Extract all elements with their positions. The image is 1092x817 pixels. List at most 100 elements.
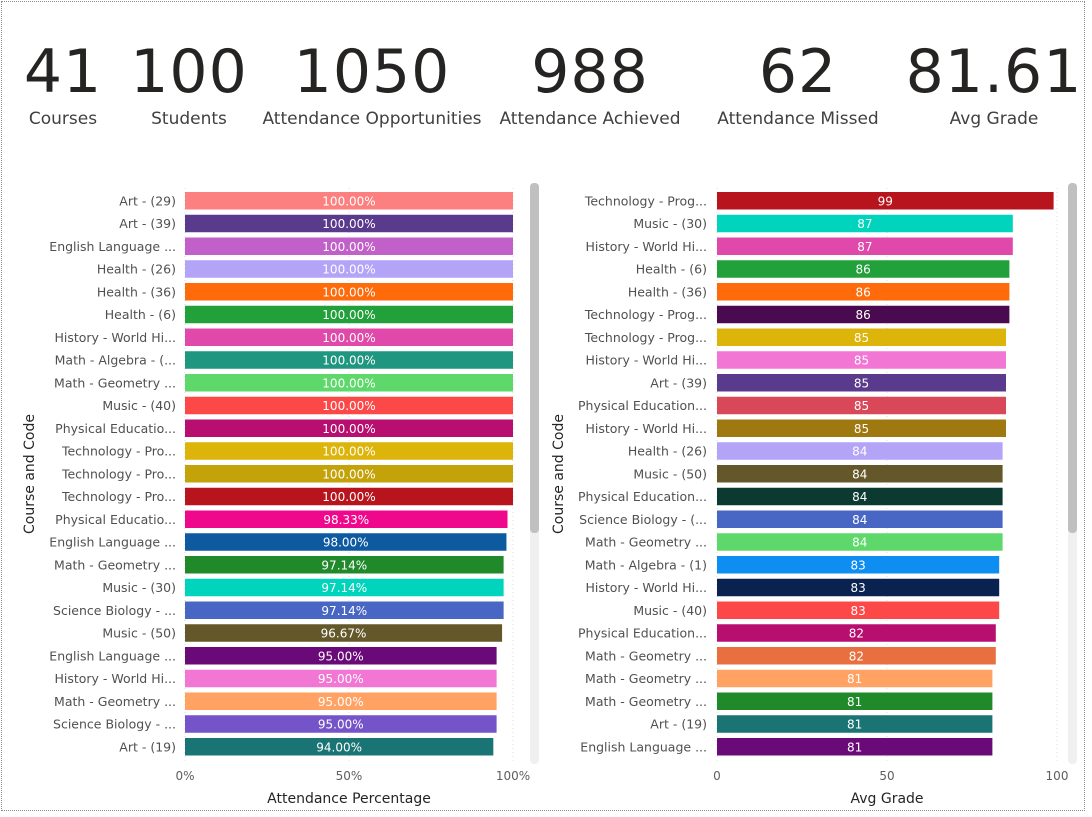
bar-value-label: 97.14% — [321, 604, 367, 618]
bar-value-label: 100.00% — [322, 445, 375, 459]
bar[interactable] — [185, 374, 513, 392]
category-label: Technology - Pro... — [61, 466, 176, 481]
bar[interactable] — [717, 647, 996, 665]
category-label: Art - (39) — [650, 375, 707, 390]
bar[interactable] — [717, 237, 1013, 256]
bar[interactable] — [185, 192, 513, 210]
bar[interactable] — [717, 214, 1013, 233]
kpi-value: 1050 — [293, 37, 451, 107]
bar[interactable] — [185, 624, 503, 642]
bar[interactable] — [185, 465, 513, 483]
kpi-courses[interactable]: 41 Courses — [0, 38, 173, 130]
bar[interactable] — [717, 578, 1000, 597]
bar[interactable] — [185, 578, 504, 597]
kpi-avg-grade[interactable]: 81.61 Avg Grade — [884, 38, 1092, 130]
bar[interactable] — [185, 351, 513, 369]
bar[interactable] — [185, 738, 494, 756]
bar[interactable] — [185, 556, 504, 574]
category-label: Music - (30) — [102, 580, 176, 595]
category-label: Health - (26) — [97, 262, 176, 277]
bar-value-label: 84 — [852, 467, 867, 481]
category-label: Health - (36) — [97, 284, 176, 299]
bar[interactable] — [717, 487, 1003, 506]
bar-value-label: 84 — [852, 536, 867, 550]
bar[interactable] — [717, 192, 1054, 210]
bar-value-label: 84 — [852, 490, 867, 504]
bar[interactable] — [185, 214, 513, 233]
category-label: Technology - Prog... — [584, 307, 707, 322]
bar[interactable] — [717, 738, 993, 756]
kpi-students[interactable]: 100 Students — [79, 38, 299, 130]
kpi-value: 41 — [23, 37, 103, 107]
bar[interactable] — [185, 669, 497, 688]
category-label: Physical Education... — [578, 489, 707, 504]
category-label: Math - Geometry ... — [54, 694, 176, 709]
category-label: Technology - Pro... — [61, 489, 176, 504]
bar[interactable] — [185, 510, 508, 529]
category-label: Art - (39) — [119, 216, 176, 231]
bar-value-label: 100.00% — [322, 490, 375, 504]
bar[interactable] — [185, 487, 513, 506]
bar[interactable] — [717, 328, 1006, 347]
category-label: English Language ... — [49, 648, 176, 663]
bar-value-label: 81 — [847, 718, 862, 732]
kpi-attendance-opportunities[interactable]: 1050 Attendance Opportunities — [262, 38, 482, 130]
bar[interactable] — [717, 601, 1000, 620]
bar-value-label: 100.00% — [322, 376, 375, 390]
bar[interactable] — [717, 374, 1006, 392]
category-label: Music - (50) — [633, 466, 707, 481]
bar-value-label: 98.00% — [323, 536, 369, 550]
category-label: Math - Geometry ... — [54, 375, 176, 390]
scrollbar-thumb[interactable] — [530, 183, 539, 533]
bar[interactable] — [717, 624, 996, 642]
category-label: Math - Geometry ... — [585, 535, 707, 550]
bar-value-label: 84 — [852, 513, 867, 527]
bar[interactable] — [717, 283, 1010, 301]
bar[interactable] — [185, 260, 513, 278]
bar-value-label: 81 — [847, 740, 862, 754]
bar[interactable] — [717, 442, 1003, 460]
bar[interactable] — [717, 669, 993, 688]
kpi-label: Attendance Missed — [717, 109, 879, 129]
bar[interactable] — [717, 556, 1000, 574]
bar[interactable] — [717, 260, 1010, 278]
bar[interactable] — [185, 692, 497, 711]
bar[interactable] — [185, 396, 513, 415]
bar-value-label: 100.00% — [322, 217, 375, 231]
kpi-attendance-achieved[interactable]: 988 Attendance Achieved — [480, 38, 700, 130]
category-label: Math - Geometry ... — [585, 694, 707, 709]
bar[interactable] — [717, 510, 1003, 529]
kpi-value: 62 — [758, 37, 838, 107]
kpi-attendance-missed[interactable]: 62 Attendance Missed — [688, 38, 908, 130]
bar[interactable] — [185, 283, 513, 301]
bar[interactable] — [185, 419, 513, 438]
bar[interactable] — [185, 442, 513, 460]
bar[interactable] — [717, 533, 1003, 551]
bar[interactable] — [185, 237, 513, 256]
bar[interactable] — [717, 396, 1006, 415]
category-label: History - World Hi... — [54, 671, 176, 686]
bar-value-label: 100.00% — [322, 263, 375, 277]
bar[interactable] — [185, 305, 513, 324]
bar-value-label: 100.00% — [322, 422, 375, 436]
bar[interactable] — [185, 328, 513, 347]
category-label: Math - Geometry ... — [54, 557, 176, 572]
bar[interactable] — [717, 419, 1006, 438]
bar[interactable] — [717, 465, 1003, 483]
bar[interactable] — [717, 351, 1006, 369]
category-label: Math - Geometry ... — [585, 648, 707, 663]
bar[interactable] — [717, 692, 993, 711]
scrollbar-thumb[interactable] — [1068, 183, 1077, 533]
bar[interactable] — [185, 715, 497, 733]
bar[interactable] — [185, 601, 504, 620]
x-tick-label: 100 — [1046, 769, 1069, 783]
bar[interactable] — [185, 533, 507, 551]
bar-value-label: 100.00% — [322, 240, 375, 254]
bar-value-label: 96.67% — [321, 627, 367, 641]
category-label: Technology - Prog... — [584, 193, 707, 208]
category-label: Health - (6) — [105, 307, 176, 322]
bar[interactable] — [717, 715, 993, 733]
bar[interactable] — [717, 305, 1010, 324]
bar[interactable] — [185, 647, 497, 665]
